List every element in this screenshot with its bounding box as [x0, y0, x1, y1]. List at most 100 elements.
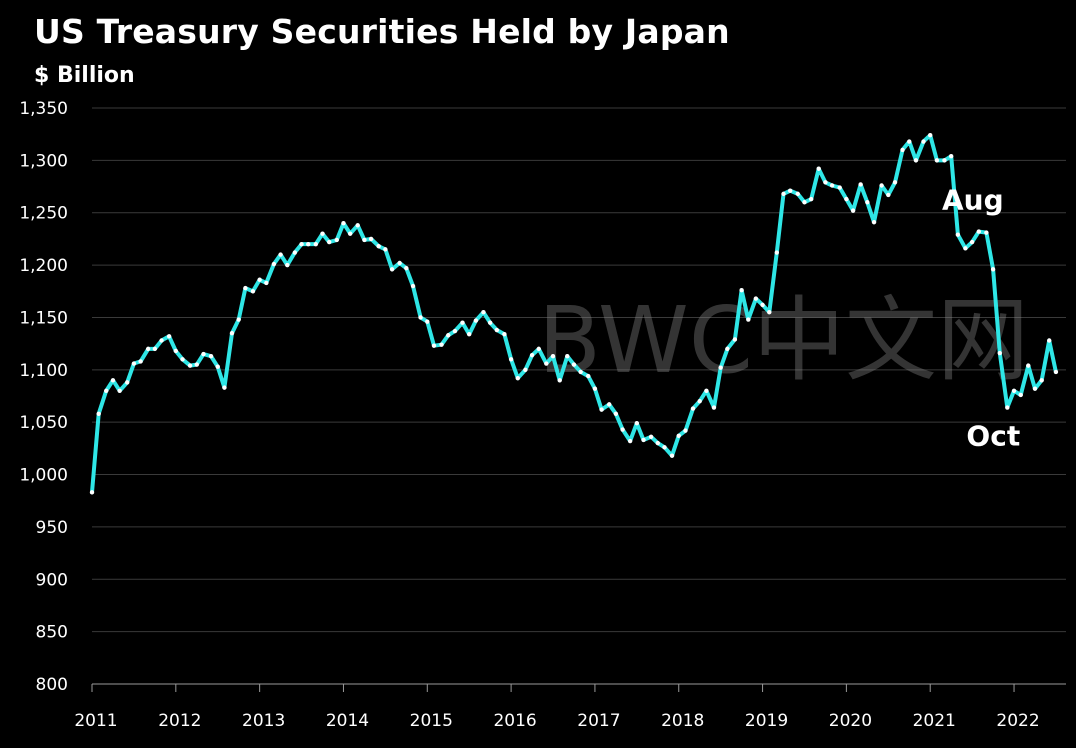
data-point [697, 399, 702, 404]
data-point [187, 363, 193, 368]
x-tick-label: 2017 [577, 711, 620, 731]
data-point [865, 200, 870, 205]
annotation-label: Oct [966, 420, 1020, 453]
data-point [341, 221, 346, 226]
watermark-text: BWC中文网 [538, 287, 1029, 394]
data-point [655, 440, 660, 446]
data-point [222, 385, 227, 390]
gridlines [92, 107, 1066, 633]
data-point [313, 241, 319, 247]
data-point [208, 354, 214, 359]
x-tick-label: 2022 [996, 711, 1039, 731]
data-point [592, 386, 598, 391]
data-point [487, 320, 493, 325]
data-point [125, 380, 130, 385]
y-axis-label: $ Billion [34, 63, 135, 88]
data-point [934, 158, 940, 163]
data-point [823, 180, 828, 185]
x-tick-label: 2015 [410, 711, 453, 731]
data-point [997, 350, 1002, 356]
x-tick-label: 2018 [661, 711, 704, 731]
data-point [1018, 392, 1023, 398]
data-point [425, 319, 430, 324]
data-point [292, 250, 298, 255]
y-tick-label: 1,100 [19, 361, 68, 381]
data-point [481, 310, 486, 315]
data-point [89, 490, 95, 495]
data-point [669, 453, 675, 458]
data-point [795, 191, 800, 197]
data-point [753, 296, 759, 301]
data-point [557, 378, 562, 383]
data-point [767, 310, 772, 315]
data-point [871, 219, 877, 225]
data-point [739, 288, 744, 293]
data-point [96, 411, 101, 417]
data-point [879, 183, 884, 188]
data-point [892, 180, 898, 185]
data-point [1011, 388, 1017, 393]
data-point [837, 185, 842, 190]
data-point [599, 407, 604, 412]
data-point [145, 346, 151, 352]
data-point [760, 302, 765, 308]
data-point [508, 357, 514, 362]
data-point [404, 266, 409, 271]
chart-title: US Treasury Securities Held by Japan [34, 12, 730, 51]
y-tick-label: 1,250 [19, 204, 68, 224]
data-point [844, 196, 849, 202]
data-point [529, 352, 535, 358]
data-point [327, 239, 332, 245]
data-point [662, 445, 667, 450]
data-point [180, 357, 185, 362]
x-tick-label: 2019 [745, 711, 788, 731]
x-tick-label: 2014 [326, 711, 369, 731]
data-point [641, 437, 646, 443]
data-point [907, 139, 912, 144]
data-point [858, 182, 863, 187]
data-point [676, 433, 681, 438]
data-point [781, 191, 786, 197]
data-point [634, 421, 640, 426]
y-tick-label: 950 [36, 518, 68, 538]
data-point [788, 188, 793, 193]
data-point [264, 280, 269, 286]
data-point [586, 373, 591, 379]
data-point [718, 365, 723, 370]
data-point [648, 434, 654, 440]
data-point [236, 317, 241, 322]
annotation-label: Aug [942, 184, 1004, 217]
data-point [571, 362, 577, 367]
data-point [431, 343, 437, 348]
data-point [850, 208, 856, 213]
data-point [299, 241, 304, 247]
data-point [829, 183, 835, 188]
data-point [1032, 386, 1038, 391]
data-point [194, 362, 199, 367]
data-point [627, 438, 633, 444]
data-point [104, 388, 109, 393]
data-point [473, 318, 479, 323]
data-point [243, 285, 248, 291]
data-point [110, 378, 116, 383]
data-point [984, 230, 989, 235]
data-point [969, 239, 975, 245]
data-point [683, 428, 688, 433]
x-tick-label: 2021 [913, 711, 956, 731]
data-point [963, 246, 968, 251]
data-point [368, 236, 374, 242]
x-tick-labels: 2011 2012 2013 2014 2015 2016 2017 2018 2019 2020… [74, 711, 1039, 731]
data-point [446, 333, 451, 338]
data-point [250, 289, 256, 294]
data-point [383, 247, 388, 252]
data-point [173, 348, 179, 354]
data-point [774, 250, 780, 255]
data-point [1005, 405, 1010, 410]
data-point [816, 166, 821, 171]
data-point [690, 406, 696, 411]
y-tick-labels: 800 850 900 950 1,000 1,050 1,100 1,150 1,200 1,2… [19, 99, 68, 695]
y-tick-label: 800 [36, 675, 68, 695]
data-point [523, 367, 528, 373]
data-point [704, 388, 709, 393]
data-point [955, 232, 961, 237]
